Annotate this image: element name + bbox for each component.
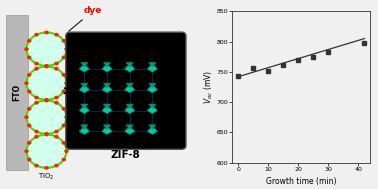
Circle shape bbox=[62, 90, 66, 93]
Circle shape bbox=[44, 99, 49, 102]
Polygon shape bbox=[79, 64, 90, 72]
Polygon shape bbox=[102, 64, 112, 72]
Circle shape bbox=[34, 67, 39, 71]
Circle shape bbox=[64, 47, 69, 51]
Polygon shape bbox=[149, 62, 156, 67]
Circle shape bbox=[54, 96, 59, 99]
Polygon shape bbox=[147, 126, 158, 135]
Circle shape bbox=[34, 135, 39, 139]
Polygon shape bbox=[79, 85, 90, 93]
Polygon shape bbox=[126, 83, 133, 88]
Circle shape bbox=[24, 115, 29, 119]
Circle shape bbox=[24, 149, 29, 153]
FancyBboxPatch shape bbox=[66, 32, 186, 149]
Circle shape bbox=[62, 124, 66, 127]
Polygon shape bbox=[147, 105, 158, 114]
Circle shape bbox=[54, 164, 59, 167]
Polygon shape bbox=[81, 62, 88, 67]
Circle shape bbox=[64, 149, 69, 153]
Polygon shape bbox=[103, 62, 111, 67]
Polygon shape bbox=[126, 62, 133, 67]
Circle shape bbox=[26, 67, 67, 100]
Circle shape bbox=[54, 130, 59, 133]
Circle shape bbox=[27, 107, 31, 111]
Circle shape bbox=[44, 132, 49, 136]
Polygon shape bbox=[125, 126, 135, 135]
Circle shape bbox=[44, 64, 49, 68]
Circle shape bbox=[26, 135, 67, 168]
Text: FTO: FTO bbox=[12, 84, 22, 101]
Circle shape bbox=[27, 39, 31, 43]
Circle shape bbox=[44, 133, 49, 136]
Circle shape bbox=[26, 101, 67, 134]
Text: ZIF-8: ZIF-8 bbox=[111, 150, 141, 160]
Polygon shape bbox=[81, 125, 88, 129]
Polygon shape bbox=[81, 83, 88, 88]
Circle shape bbox=[64, 115, 69, 119]
Polygon shape bbox=[126, 125, 133, 129]
Circle shape bbox=[62, 158, 66, 161]
Circle shape bbox=[34, 96, 39, 99]
Text: dye: dye bbox=[68, 6, 102, 31]
Polygon shape bbox=[79, 126, 90, 135]
Circle shape bbox=[62, 141, 66, 145]
Polygon shape bbox=[103, 104, 111, 108]
Circle shape bbox=[64, 81, 69, 85]
Polygon shape bbox=[125, 64, 135, 72]
Polygon shape bbox=[126, 104, 133, 108]
Circle shape bbox=[44, 31, 49, 34]
Circle shape bbox=[27, 56, 31, 59]
Circle shape bbox=[54, 62, 59, 65]
Circle shape bbox=[62, 73, 66, 77]
Polygon shape bbox=[79, 105, 90, 114]
Polygon shape bbox=[103, 125, 111, 129]
Circle shape bbox=[27, 124, 31, 127]
Circle shape bbox=[27, 73, 31, 77]
Circle shape bbox=[27, 141, 31, 145]
Circle shape bbox=[24, 47, 29, 51]
Circle shape bbox=[44, 98, 49, 102]
Circle shape bbox=[34, 164, 39, 167]
Polygon shape bbox=[149, 83, 156, 88]
Circle shape bbox=[62, 107, 66, 111]
Circle shape bbox=[62, 39, 66, 43]
Y-axis label: $V_{oc}$ (mV): $V_{oc}$ (mV) bbox=[203, 70, 215, 104]
Circle shape bbox=[27, 158, 31, 161]
Text: TiO$_2$: TiO$_2$ bbox=[38, 172, 55, 182]
Circle shape bbox=[34, 130, 39, 133]
Polygon shape bbox=[125, 105, 135, 114]
Polygon shape bbox=[149, 125, 156, 129]
Circle shape bbox=[44, 65, 49, 68]
Polygon shape bbox=[102, 126, 112, 135]
Bar bbox=[6, 15, 28, 170]
Circle shape bbox=[54, 101, 59, 105]
Circle shape bbox=[54, 33, 59, 37]
Polygon shape bbox=[103, 83, 111, 88]
Circle shape bbox=[34, 62, 39, 65]
Polygon shape bbox=[147, 64, 158, 72]
Polygon shape bbox=[125, 85, 135, 93]
X-axis label: Growth time (min): Growth time (min) bbox=[266, 177, 337, 186]
Circle shape bbox=[62, 56, 66, 59]
Polygon shape bbox=[102, 105, 112, 114]
Circle shape bbox=[27, 90, 31, 93]
Circle shape bbox=[26, 33, 67, 66]
Circle shape bbox=[34, 33, 39, 37]
Circle shape bbox=[54, 135, 59, 139]
Polygon shape bbox=[149, 104, 156, 108]
Polygon shape bbox=[102, 85, 112, 93]
Polygon shape bbox=[81, 104, 88, 108]
Circle shape bbox=[54, 67, 59, 71]
Circle shape bbox=[34, 101, 39, 105]
Circle shape bbox=[24, 81, 29, 85]
Circle shape bbox=[44, 166, 49, 170]
Polygon shape bbox=[147, 85, 158, 93]
